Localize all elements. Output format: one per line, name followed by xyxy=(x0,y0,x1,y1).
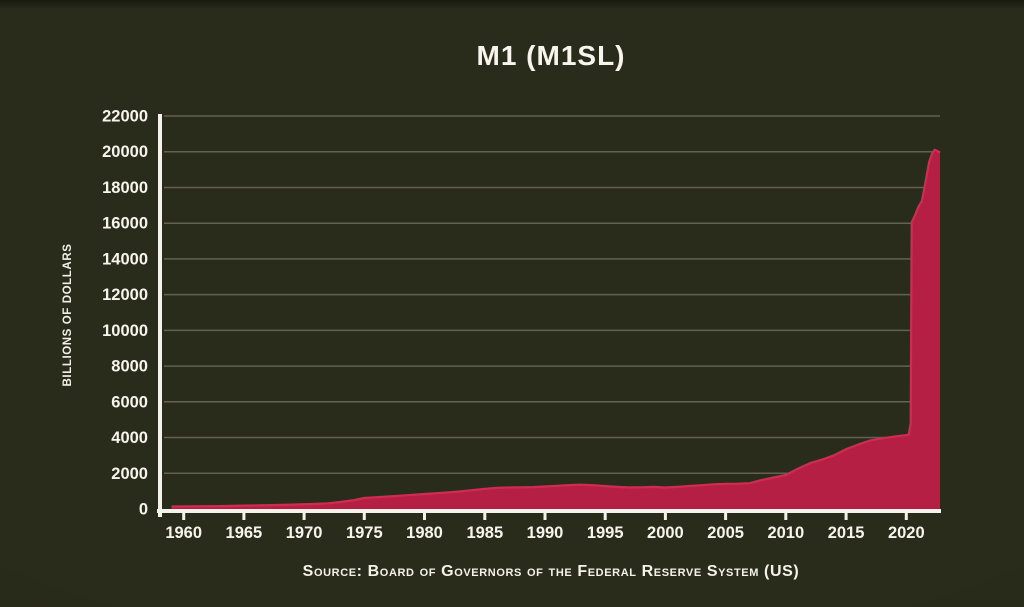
y-tick-label-16000: 16000 xyxy=(102,215,148,233)
x-tick-label-2000: 2000 xyxy=(647,524,684,542)
y-tick-label-10000: 10000 xyxy=(102,322,148,340)
y-tick-label-12000: 12000 xyxy=(102,286,148,304)
y-tick-label-14000: 14000 xyxy=(102,250,148,268)
source-caption: Source: Board of Governors of the Federa… xyxy=(302,563,800,580)
x-tick-label-1965: 1965 xyxy=(226,524,263,542)
y-tick-label-2000: 2000 xyxy=(111,465,148,483)
x-tick-label-1980: 1980 xyxy=(406,524,443,542)
area-series-m1 xyxy=(171,149,941,509)
chart-title: M1 (M1SL) xyxy=(476,40,626,71)
x-tick-label-2015: 2015 xyxy=(828,524,865,542)
y-tick-label-22000: 22000 xyxy=(102,108,148,126)
y-tick-label-0: 0 xyxy=(139,501,148,519)
x-tick-label-2010: 2010 xyxy=(767,524,804,542)
x-tick-label-2005: 2005 xyxy=(707,524,744,542)
x-tick-label-1995: 1995 xyxy=(587,524,624,542)
y-tick-label-18000: 18000 xyxy=(102,179,148,197)
x-tick-label-1970: 1970 xyxy=(286,524,323,542)
x-tick-label-1990: 1990 xyxy=(527,524,564,542)
y-tick-label-4000: 4000 xyxy=(111,429,148,447)
area-series-edge xyxy=(171,148,941,508)
y-tick-label-20000: 20000 xyxy=(102,143,148,161)
y-tick-label-6000: 6000 xyxy=(111,393,148,411)
x-tick-label-1985: 1985 xyxy=(466,524,503,542)
x-tick-label-1960: 1960 xyxy=(165,524,202,542)
x-tick-label-2020: 2020 xyxy=(888,524,925,542)
x-tick-label-1975: 1975 xyxy=(346,524,383,542)
y-tick-label-8000: 8000 xyxy=(111,358,148,376)
